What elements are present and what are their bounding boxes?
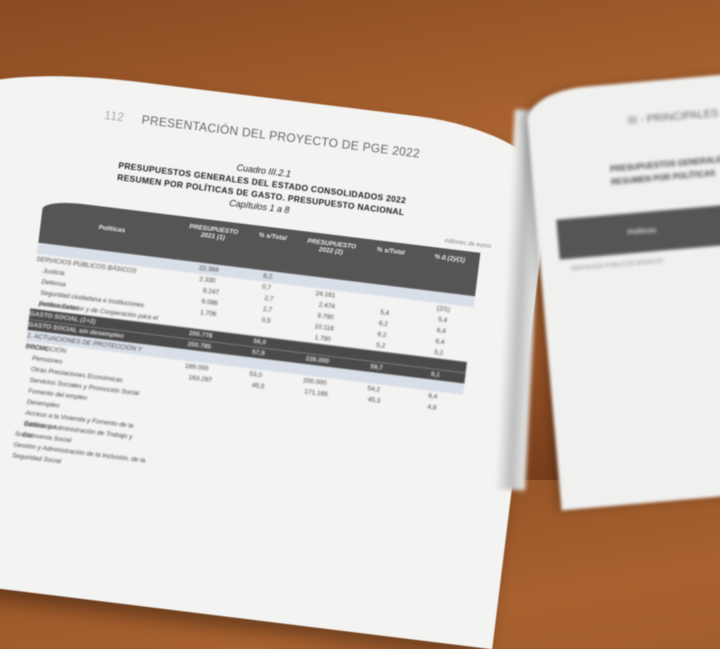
right-column-header: Políticas xyxy=(627,227,657,237)
column-header: % s/Total xyxy=(258,231,288,243)
right-table-title: PRESUPUESTOS GENERALES RESUMEN POR POLÍT… xyxy=(610,153,720,189)
right-running-header: III - PRINCIPALES xyxy=(627,107,719,128)
column-header: PRESUPUESTO 2022 (2) xyxy=(306,237,357,257)
column-header: % s/Total xyxy=(376,246,406,257)
right-table-header: Políticas xyxy=(556,197,720,260)
running-header-text: PRESENTACIÓN DEL PROYECTO DE PGE 2022 xyxy=(140,112,421,161)
page-number: 112 xyxy=(103,108,126,125)
left-page: 112 PRESENTACIÓN DEL PROYECTO DE PGE 202… xyxy=(0,60,556,649)
column-header: % Δ (2)/(1) xyxy=(433,253,466,265)
right-first-row: SERVICIOS PÚBLICOS BÁSICOS xyxy=(570,258,664,273)
budget-table: millones de euros Políticas PRESUPUESTO … xyxy=(12,199,492,504)
column-header: PRESUPUESTO 2021 (1) xyxy=(188,223,239,242)
right-page: III - PRINCIPALES PRESUPUESTOS GENERALES… xyxy=(525,69,720,511)
